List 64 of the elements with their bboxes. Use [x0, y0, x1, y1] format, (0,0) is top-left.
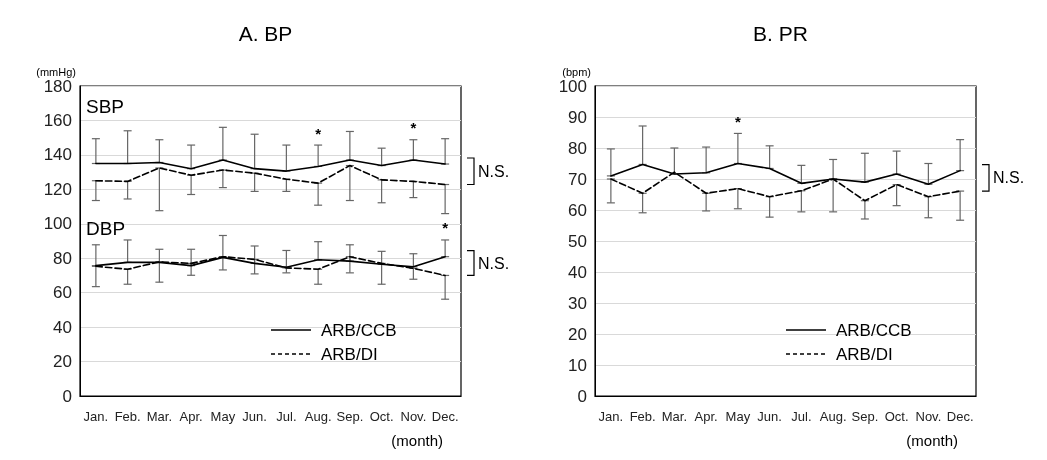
y-tick-label: 20 [568, 324, 587, 344]
x-axis-title: (month) [906, 432, 959, 449]
x-tick-label: Mar. [146, 409, 173, 424]
x-tick-label: Jul. [791, 409, 812, 424]
annotation: * [442, 219, 449, 237]
annotation: * [315, 124, 322, 142]
text: N.S. [478, 254, 510, 272]
y-tick-label: 20 [53, 352, 72, 372]
x-tick-label: Jun. [757, 409, 782, 424]
y-tick-label: 50 [568, 231, 587, 251]
chart-title: B. PR [753, 22, 808, 45]
x-tick-label: Sep. [336, 409, 364, 424]
x-tick-label: Jan. [83, 409, 109, 424]
text: N.S. [478, 162, 510, 180]
legend-label: ARB/CCB [321, 320, 397, 340]
x-tick-label: May [725, 409, 751, 424]
y-axis-title: (mmHg) [36, 66, 76, 79]
y-tick-label: 10 [568, 355, 587, 375]
legend-label: ARB/DI [321, 344, 378, 364]
x-axis-title: (month) [391, 432, 444, 449]
x-tick-label: Feb. [114, 409, 141, 424]
y-tick-label: 80 [568, 138, 587, 158]
y-tick-label: 0 [577, 386, 587, 406]
chart-title: A. BP [238, 22, 293, 45]
annotation: * [734, 112, 741, 130]
x-tick-label: Apr. [179, 409, 203, 424]
y-tick-label: 140 [43, 145, 72, 165]
x-tick-label: Sep. [851, 409, 879, 424]
y-tick-label: 70 [568, 169, 587, 189]
annotation: SBP [86, 96, 125, 118]
y-tick-label: 120 [43, 179, 72, 199]
x-tick-label: Jan. [598, 409, 624, 424]
x-tick-label: Oct. [884, 409, 909, 424]
x-tick-label: Feb. [629, 409, 656, 424]
annotation: DBP [86, 218, 126, 240]
y-tick-label: 60 [53, 283, 72, 303]
y-tick-label: 60 [568, 200, 587, 220]
y-tick-label: 0 [62, 386, 72, 406]
x-tick-label: May [210, 409, 236, 424]
line-series [95, 164, 446, 186]
y-tick-label: 100 [43, 214, 72, 234]
y-axis-title: (bpm) [562, 66, 591, 79]
y-tick-label: 90 [568, 107, 587, 127]
legend-label: ARB/CCB [836, 320, 912, 340]
x-tick-label: Dec. [946, 409, 974, 424]
text: N.S. [993, 169, 1025, 187]
legend-label: ARB/DI [836, 344, 893, 364]
annotation: * [410, 119, 417, 137]
x-tick-label: Nov. [400, 409, 427, 424]
x-tick-label: Aug. [819, 409, 847, 424]
x-tick-label: Apr. [694, 409, 718, 424]
x-tick-label: Jun. [242, 409, 267, 424]
x-tick-label: Jul. [276, 409, 297, 424]
x-tick-label: Aug. [304, 409, 332, 424]
y-tick-label: 40 [568, 262, 587, 282]
y-tick-label: 30 [568, 293, 587, 313]
x-tick-label: Nov. [915, 409, 942, 424]
line-series [95, 159, 446, 172]
x-tick-label: Oct. [369, 409, 394, 424]
x-tick-label: Mar. [661, 409, 688, 424]
y-tick-label: 160 [43, 110, 72, 130]
y-tick-label: 80 [53, 248, 72, 268]
y-tick-label: 40 [53, 317, 72, 337]
x-tick-label: Dec. [431, 409, 459, 424]
